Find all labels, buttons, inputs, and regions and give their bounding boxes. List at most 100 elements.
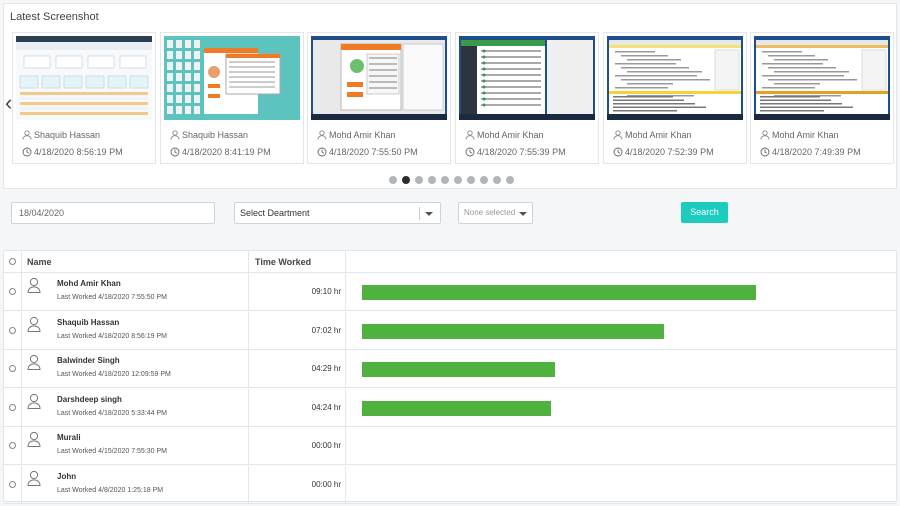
user-avatar-icon	[27, 354, 41, 370]
table-row[interactable]: Murali Last Worked 4/15/2020 7:55:30 PM …	[4, 427, 896, 465]
user-avatar-icon	[27, 431, 41, 447]
user-icon	[317, 130, 329, 140]
card-user: Shaquib Hassan	[182, 130, 249, 140]
clock-icon	[317, 147, 329, 157]
search-button[interactable]: Search	[681, 202, 728, 223]
department-select[interactable]: Select Deartment	[234, 202, 441, 224]
user-avatar-icon	[27, 393, 41, 409]
screenshot-card[interactable]: Mohd Amir Khan 4/18/2020 7:49:39 PM	[750, 32, 894, 164]
table-row[interactable]: Mohd Amir Khan Last Worked 4/18/2020 7:5…	[4, 273, 896, 311]
last-worked: Last Worked 4/15/2020 7:55:30 PM	[57, 448, 167, 455]
screenshot-card[interactable]: Mohd Amir Khan 4/18/2020 7:55:39 PM	[455, 32, 599, 164]
row-radio[interactable]	[9, 442, 16, 449]
time-worked-value: 04:29 hr	[311, 364, 341, 373]
user-name: Shaquib Hassan	[57, 317, 120, 327]
user-name: Murali	[57, 433, 81, 442]
screenshot-thumbnail[interactable]	[16, 36, 152, 120]
carousel-dot[interactable]	[415, 176, 423, 184]
carousel-dot[interactable]	[441, 176, 449, 184]
carousel-dot[interactable]	[506, 176, 514, 184]
user-icon	[170, 130, 182, 140]
user-icon	[760, 130, 772, 140]
department-select-value: Select Deartment	[240, 208, 310, 218]
clock-icon	[170, 147, 182, 157]
card-user: Mohd Amir Khan	[329, 130, 396, 140]
card-user: Shaquib Hassan	[34, 130, 101, 140]
last-worked: Last Worked 4/18/2020 12:09:59 PM	[57, 371, 171, 378]
user-name: Mohd Amir Khan	[57, 279, 121, 288]
latest-screenshot-panel: Latest Screenshot ‹ › Shaquib Hassan 4/1…	[3, 3, 897, 189]
screenshot-thumbnail[interactable]	[754, 36, 890, 120]
last-worked: Last Worked 4/8/2020 1:25:18 PM	[57, 486, 164, 494]
clock-icon	[22, 147, 34, 157]
last-worked: Last Worked 4/18/2020 5:33:44 PM	[57, 409, 167, 417]
screenshot-thumbnail[interactable]	[607, 36, 743, 120]
time-worked-bar	[362, 362, 555, 377]
table-row[interactable]: Shaquib Hassan Last Worked 4/18/2020 8:5…	[4, 311, 896, 350]
screenshot-card[interactable]: Shaquib Hassan 4/18/2020 8:41:19 PM	[160, 32, 304, 164]
time-worked-value: 09:10 hr	[311, 287, 341, 296]
table-row[interactable]: John Last Worked 4/8/2020 1:25:18 PM 00:…	[4, 465, 896, 504]
card-time: 4/18/2020 8:56:19 PM	[34, 147, 123, 157]
screenshot-thumbnail[interactable]	[459, 36, 595, 120]
card-user: Mohd Amir Khan	[477, 130, 544, 140]
screenshot-card[interactable]: Shaquib Hassan 4/18/2020 8:56:19 PM	[12, 32, 156, 164]
carousel-dot[interactable]	[480, 176, 488, 184]
chevron-left-icon[interactable]: ‹	[5, 90, 13, 115]
carousel-dot[interactable]	[389, 176, 397, 184]
row-radio[interactable]	[9, 480, 16, 488]
chevron-down-icon	[519, 212, 527, 216]
last-worked: Last Worked 4/18/2020 7:55:50 PM	[57, 294, 167, 301]
row-radio[interactable]	[9, 288, 16, 295]
carousel-dot[interactable]	[402, 176, 410, 184]
carousel-dot[interactable]	[428, 176, 436, 184]
card-user: Mohd Amir Khan	[625, 130, 692, 140]
select-divider	[419, 207, 420, 220]
user-avatar-icon	[27, 277, 41, 293]
screenshot-card[interactable]: Mohd Amir Khan 4/18/2020 7:52:39 PM	[603, 32, 747, 164]
card-time: 4/18/2020 7:55:50 PM	[329, 147, 418, 157]
screenshot-card[interactable]: Mohd Amir Khan 4/18/2020 7:55:50 PM	[307, 32, 451, 164]
user-icon	[465, 130, 477, 140]
carousel-dot[interactable]	[467, 176, 475, 184]
row-radio[interactable]	[9, 403, 16, 411]
carousel-dot[interactable]	[493, 176, 501, 184]
time-worked-value: 07:02 hr	[311, 325, 341, 335]
user-icon	[613, 130, 625, 140]
clock-icon	[465, 147, 477, 157]
card-time: 4/18/2020 7:49:39 PM	[772, 147, 861, 157]
row-radio[interactable]	[9, 365, 16, 372]
chevron-down-icon	[425, 212, 433, 216]
last-worked: Last Worked 4/18/2020 8:56:19 PM	[57, 332, 167, 340]
header-time-worked: Time Worked	[255, 257, 312, 267]
multi-select[interactable]: None selected	[458, 202, 533, 224]
time-worked-value: 04:24 hr	[311, 402, 341, 412]
row-radio[interactable]	[9, 326, 16, 334]
select-all-radio[interactable]	[9, 258, 16, 265]
time-worked-bar	[362, 323, 664, 339]
date-input[interactable]: 18/04/2020	[11, 202, 215, 224]
table-row[interactable]: Darshdeep singh Last Worked 4/18/2020 5:…	[4, 388, 896, 427]
carousel-dot[interactable]	[454, 176, 462, 184]
card-user: Mohd Amir Khan	[772, 130, 839, 140]
user-icon	[22, 130, 34, 140]
header-name: Name	[27, 257, 52, 267]
card-time: 4/18/2020 8:41:19 PM	[182, 147, 271, 157]
time-worked-bar	[362, 400, 551, 416]
time-worked-bar	[362, 285, 756, 300]
multi-select-placeholder: None selected	[464, 208, 516, 217]
time-worked-table: Name Time Worked Mohd Amir Khan Last Wor…	[3, 250, 897, 504]
card-time: 4/18/2020 7:55:39 PM	[477, 147, 566, 157]
carousel-dots	[389, 171, 519, 184]
time-worked-value: 00:00 hr	[311, 479, 341, 489]
user-name: Darshdeep singh	[57, 394, 122, 404]
time-worked-value: 00:00 hr	[311, 441, 341, 450]
user-avatar-icon	[27, 316, 41, 332]
table-header: Name Time Worked	[4, 251, 896, 273]
table-row[interactable]: Balwinder Singh Last Worked 4/18/2020 12…	[4, 350, 896, 388]
screenshot-thumbnail[interactable]	[164, 36, 300, 120]
user-name: John	[57, 471, 77, 481]
screenshot-thumbnail[interactable]	[311, 36, 447, 120]
card-time: 4/18/2020 7:52:39 PM	[625, 147, 714, 157]
user-name: Balwinder Singh	[57, 356, 120, 365]
